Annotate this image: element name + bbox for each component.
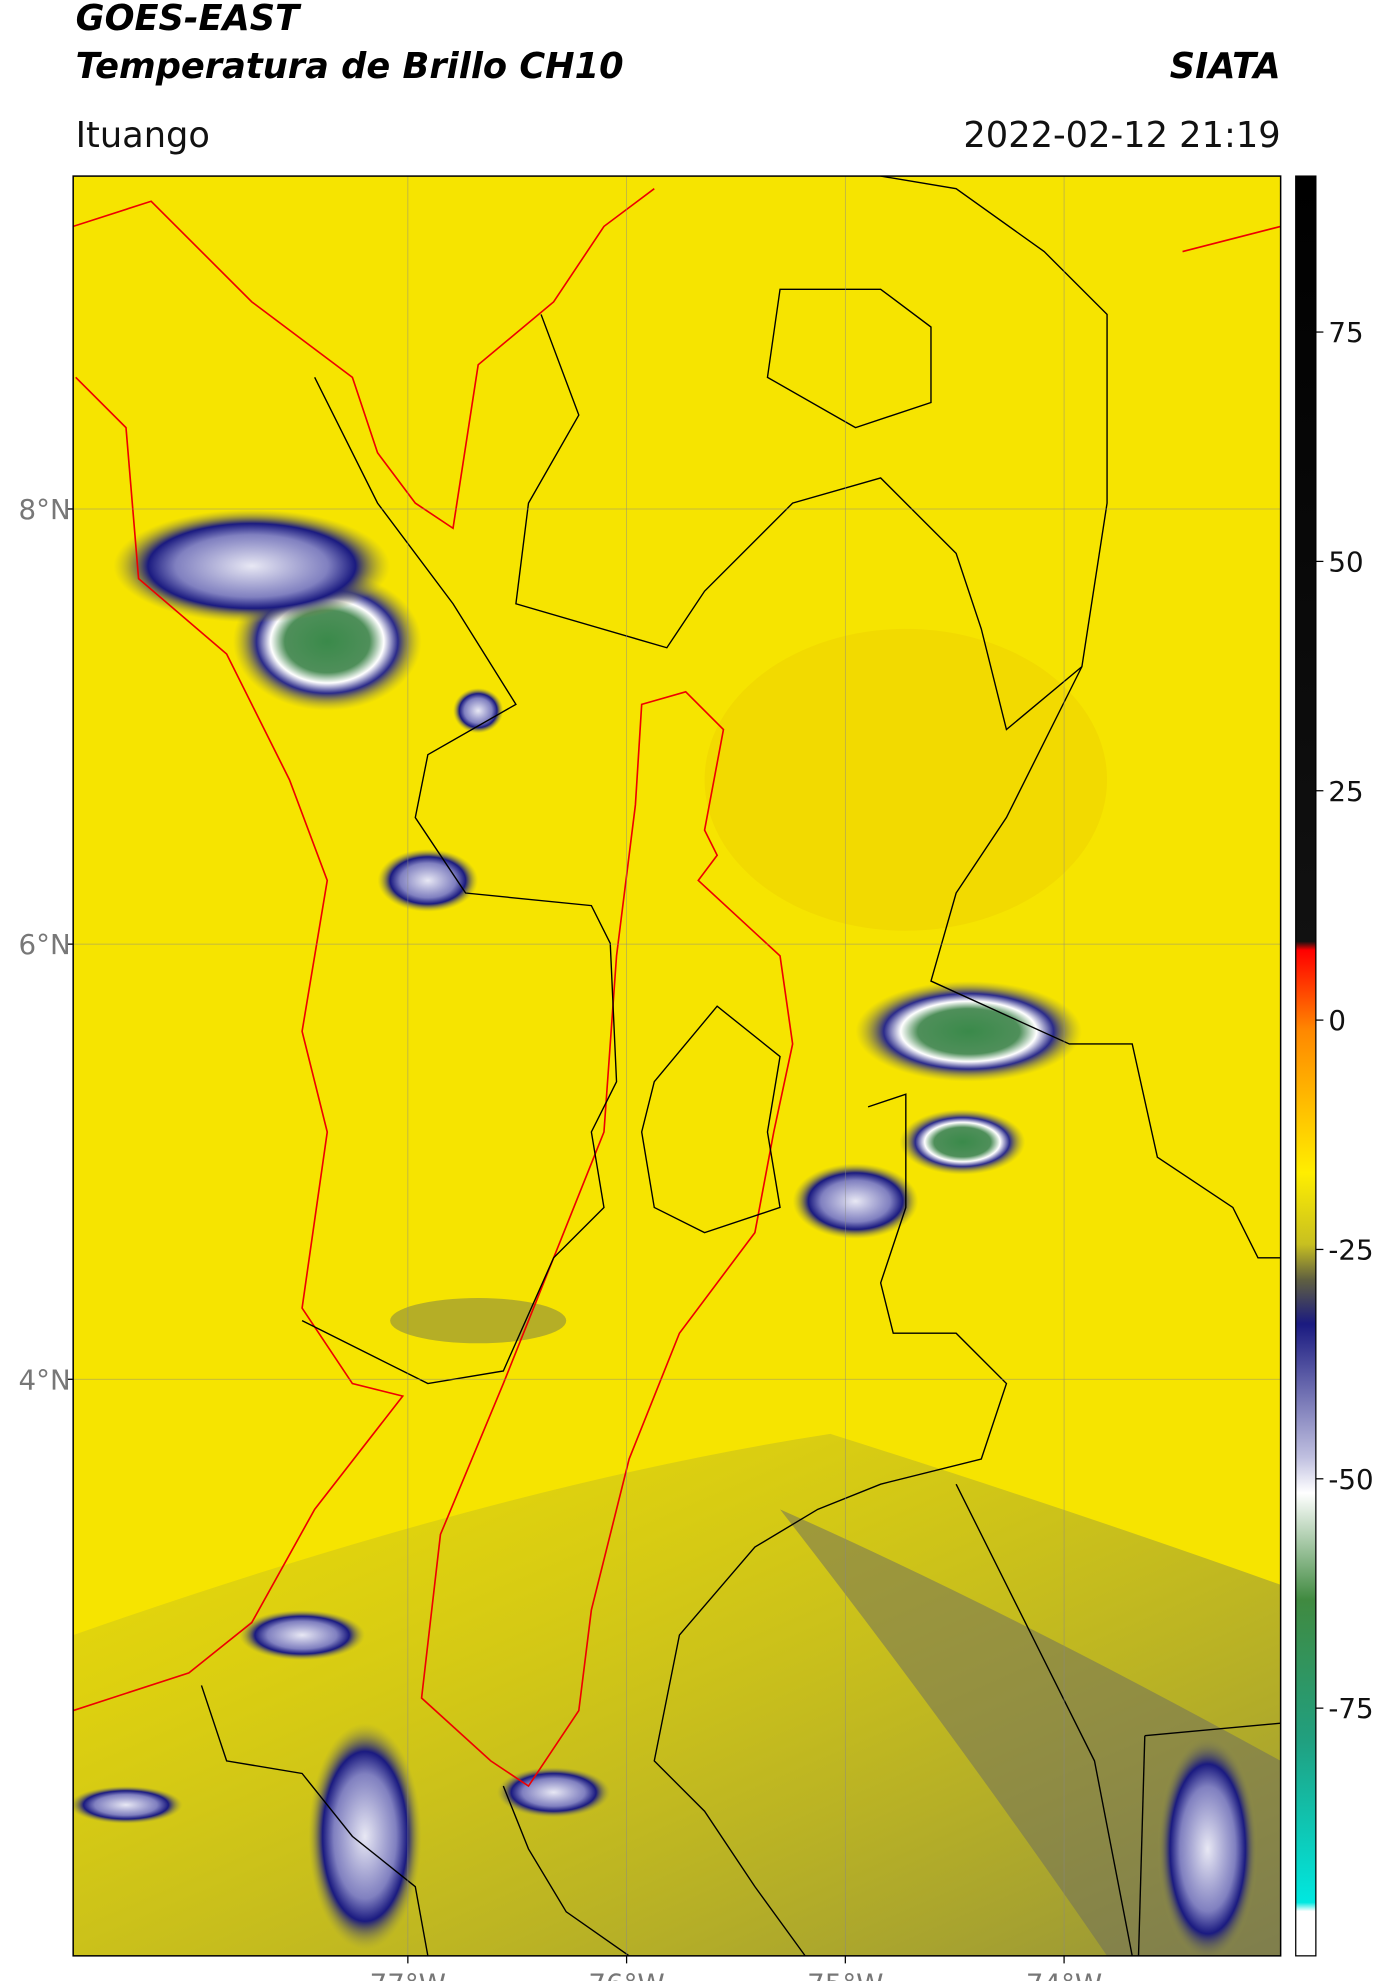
datetime: 2022-02-12 21:19: [963, 115, 1280, 156]
location: Ituango: [76, 115, 210, 156]
map-image: [73, 176, 1281, 1956]
colorbar-tick-label: 75: [1328, 316, 1363, 349]
colorbar-tick-label: 50: [1328, 545, 1363, 578]
x-tick-label: 76°W: [588, 1968, 664, 1981]
map-frame: [72, 175, 1282, 1957]
subtitle: Temperatura de Brillo CH10: [76, 46, 624, 87]
colorbar-tick-label: 0: [1328, 1004, 1346, 1037]
y-tick-label: 6°N: [19, 928, 71, 961]
y-tick-label: 4°N: [19, 1363, 71, 1396]
y-tick-label: 8°N: [19, 493, 71, 526]
x-tick-label: 74°W: [1026, 1968, 1102, 1981]
source: SIATA: [1170, 46, 1281, 87]
colorbar: [1295, 175, 1317, 1957]
colorbar-tick-label: -25: [1328, 1234, 1373, 1267]
colorbar-tick-label: -50: [1328, 1463, 1373, 1496]
x-tick-label: 77°W: [370, 1968, 446, 1981]
grid: [73, 176, 1281, 1956]
colorbar-tick-label: 25: [1328, 775, 1363, 808]
colorbar-tick-label: -75: [1328, 1692, 1373, 1725]
title: GOES-EAST: [76, 0, 302, 39]
x-tick-label: 75°W: [807, 1968, 883, 1981]
